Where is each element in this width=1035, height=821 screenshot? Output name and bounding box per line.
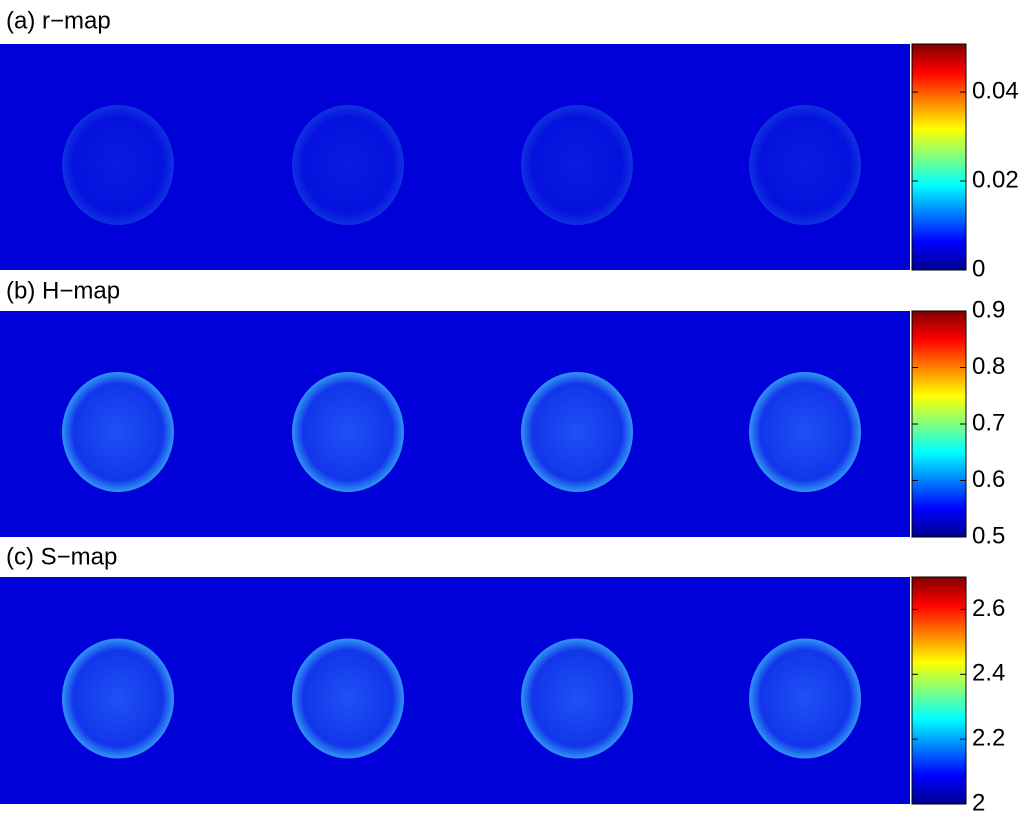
brain-slice — [62, 372, 174, 492]
colorbar-tick-label: 2.2 — [972, 724, 1005, 751]
panel-title: (c) S−map — [6, 543, 117, 570]
colorbar-tick-label: 2.6 — [972, 595, 1005, 622]
colorbar — [911, 576, 967, 805]
brain-slice — [292, 372, 404, 492]
brain-slice — [521, 372, 633, 492]
panel-title: (a) r−map — [6, 7, 111, 34]
colorbar — [911, 310, 967, 538]
brain-slice — [292, 638, 404, 759]
brain-slice — [292, 105, 404, 225]
brain-slice — [62, 105, 174, 225]
colorbar-tick-label: 0.8 — [972, 353, 1005, 380]
brain-slice — [749, 638, 861, 759]
colorbar-tick-label: 0.9 — [972, 296, 1005, 323]
brain-slice — [62, 638, 174, 759]
colorbar-tick-label: 2.4 — [972, 660, 1005, 687]
panel-title: (b) H−map — [6, 277, 120, 304]
colorbar-tick-label: 0.02 — [972, 166, 1019, 193]
colorbar-tick-label: 0 — [972, 255, 985, 282]
colorbar-tick-label: 0.6 — [972, 466, 1005, 493]
colorbar-tick-label: 0.5 — [972, 522, 1005, 549]
colorbar-tick-label: 0.04 — [972, 77, 1019, 104]
colorbar — [911, 43, 967, 271]
colorbar-tick-label: 2 — [972, 789, 985, 816]
brain-slice — [521, 638, 633, 759]
brain-slice — [521, 105, 633, 225]
brain-slice — [749, 105, 861, 225]
colorbar-tick-label: 0.7 — [972, 409, 1005, 436]
brain-slice — [749, 372, 861, 492]
